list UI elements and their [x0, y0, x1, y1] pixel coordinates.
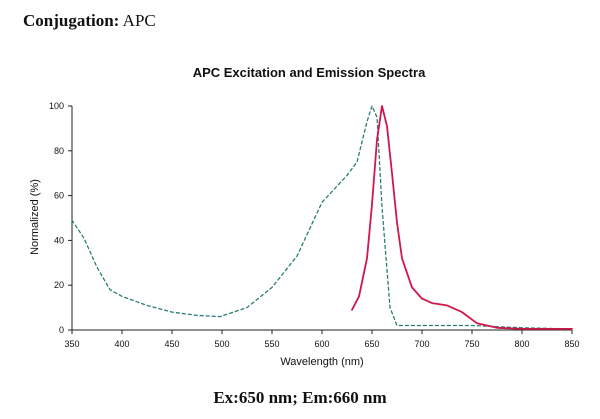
- y-tick-label: 80: [54, 146, 64, 156]
- excitation-series-line: [71, 105, 573, 330]
- x-tick-label: 550: [264, 339, 279, 349]
- conjugation-heading: Conjugation: APC: [23, 11, 156, 31]
- conjugation-label: Conjugation:: [23, 11, 120, 30]
- y-tick-label: 100: [49, 101, 64, 111]
- x-tick-label: 600: [314, 339, 329, 349]
- y-tick-label: 20: [54, 280, 64, 290]
- emission-series-line: [351, 105, 573, 330]
- x-axis-label: Wavelength (nm): [280, 356, 363, 368]
- x-tick-label: 350: [64, 339, 79, 349]
- chart-title: APC Excitation and Emission Spectra: [193, 65, 426, 80]
- axes: 350 400 450 500 550 600 650 700 750 800 850 0 20 40 60…: [49, 101, 580, 349]
- y-axis-label: Normalized (%): [29, 179, 41, 255]
- x-tick-label: 750: [464, 339, 479, 349]
- spectra-chart: APC Excitation and Emission Spectra Norm…: [29, 65, 580, 368]
- y-tick-label: 40: [54, 235, 64, 245]
- x-tick-label: 650: [364, 339, 379, 349]
- y-tick-label: 0: [59, 325, 64, 335]
- y-tick-label: 60: [54, 191, 64, 201]
- conjugation-value: APC: [122, 11, 156, 30]
- x-tick-label: 800: [514, 339, 529, 349]
- x-tick-label: 850: [564, 339, 579, 349]
- excitation-emission-caption: Ex:650 nm; Em:660 nm: [213, 388, 387, 407]
- series-layer: [71, 105, 573, 330]
- x-tick-label: 400: [114, 339, 129, 349]
- x-tick-label: 450: [164, 339, 179, 349]
- x-tick-label: 500: [214, 339, 229, 349]
- x-tick-label: 700: [414, 339, 429, 349]
